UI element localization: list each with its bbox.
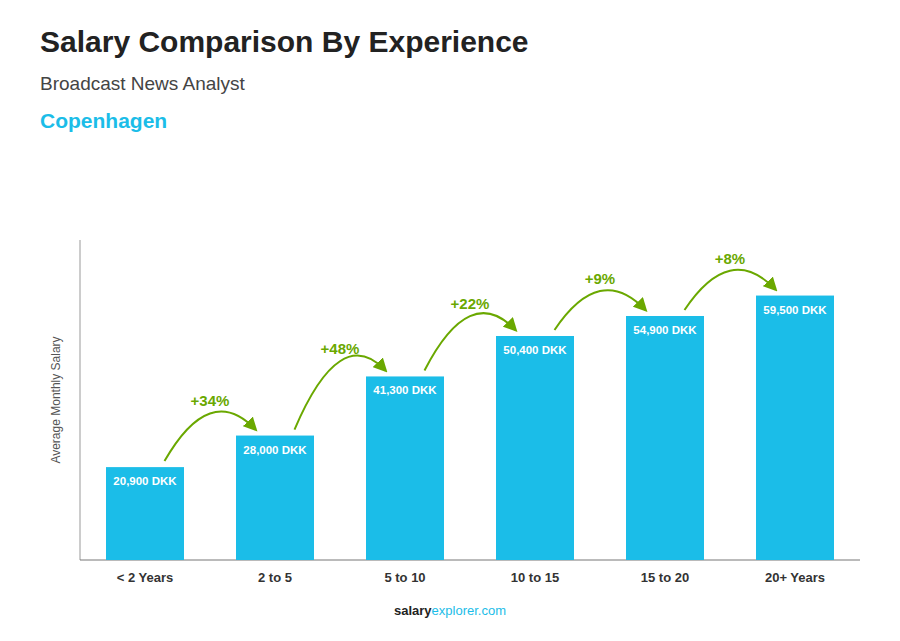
change-label: +9%	[585, 270, 615, 287]
bars	[106, 296, 834, 560]
change-arrow	[425, 313, 516, 370]
y-axis-line	[80, 240, 81, 560]
city-label: Copenhagen	[40, 109, 167, 132]
title: Salary Comparison By Experience	[40, 25, 529, 58]
change-label: +8%	[715, 250, 745, 267]
subtitle: Broadcast News Analyst	[40, 73, 246, 94]
x-tick-label: < 2 Years	[117, 570, 174, 585]
x-tick-label: 5 to 10	[384, 570, 425, 585]
value-label: 54,900 DKK	[633, 324, 697, 336]
change-arrow	[555, 290, 646, 330]
value-label: 41,300 DKK	[373, 384, 437, 396]
y-axis-label: Average Monthly Salary	[49, 336, 63, 463]
x-axis-line	[80, 560, 860, 561]
bar	[756, 296, 834, 560]
change-arrow	[165, 411, 256, 461]
change-label: +48%	[321, 340, 360, 357]
chart-container: Salary Comparison By Experience Broadcast…	[0, 0, 900, 641]
x-tick-label: 20+ Years	[765, 570, 825, 585]
change-label: +22%	[451, 295, 490, 312]
change-arrow	[685, 270, 776, 310]
bar	[496, 336, 574, 560]
source-normal: explorer.com	[432, 603, 506, 618]
value-label: 20,900 DKK	[113, 475, 177, 487]
source: salaryexplorer.com	[394, 603, 506, 618]
x-tick-label: 15 to 20	[641, 570, 689, 585]
value-label: 50,400 DKK	[503, 344, 567, 356]
source-bold: salary	[394, 603, 432, 618]
x-tick-label: 10 to 15	[511, 570, 559, 585]
x-tick-label: 2 to 5	[258, 570, 292, 585]
change-arrow	[295, 356, 386, 430]
bar	[236, 436, 314, 560]
bar	[106, 467, 184, 560]
value-label: 59,500 DKK	[763, 304, 827, 316]
change-label: +34%	[191, 392, 230, 409]
chart-svg: Salary Comparison By Experience Broadcast…	[0, 0, 900, 641]
bar	[626, 316, 704, 560]
bar	[366, 376, 444, 560]
value-label: 28,000 DKK	[243, 444, 307, 456]
